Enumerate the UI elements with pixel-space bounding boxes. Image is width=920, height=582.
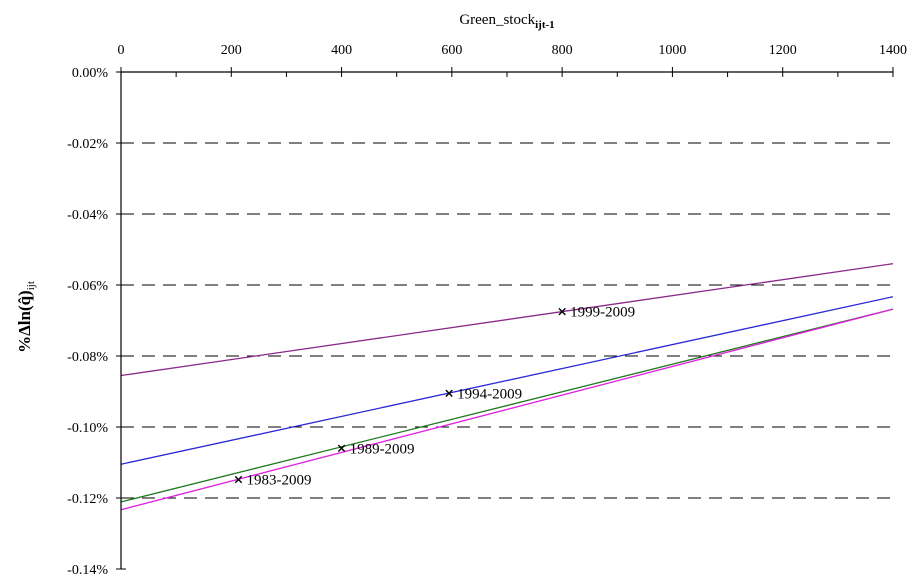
axes: 0 200 400 600 800 1000 1200 1400 0.00% -0.02% -0.0…: [67, 43, 907, 578]
x-tick-label: 400: [331, 43, 352, 58]
series-marker: [558, 307, 566, 316]
series-label: 1999-2009: [570, 305, 635, 321]
series-line: [120, 263, 894, 377]
y-tick-label: -0.08%: [67, 350, 108, 365]
y-tick-label: -0.10%: [67, 421, 108, 436]
x-tick-label: 1200: [769, 43, 797, 58]
y-tick-label: 0.00%: [72, 66, 109, 81]
series-label: 1989-2009: [350, 441, 415, 457]
series-label: 1983-2009: [246, 473, 311, 489]
gridlines: [121, 142, 893, 499]
series-marker: [337, 444, 346, 452]
series-lines: [120, 263, 894, 511]
series-line: [120, 308, 894, 511]
x-axis-title: Green_stockijt-1: [459, 12, 554, 31]
y-tick-label: -0.14%: [67, 563, 108, 578]
series-label: 1994-2009: [457, 386, 522, 402]
y-tick-label: -0.12%: [67, 492, 108, 507]
series-marker: [445, 389, 453, 397]
y-tick-label: -0.02%: [67, 137, 108, 152]
series-line: [120, 308, 894, 503]
x-tick-label: 1400: [879, 43, 907, 58]
series-marker: [234, 475, 243, 484]
y-tick-label: -0.06%: [67, 279, 108, 294]
x-tick-label: 200: [221, 43, 242, 58]
y-tick-label: -0.04%: [67, 208, 108, 223]
series-markers: 1999-2009 1994-2009 1989-2009 1983-2009: [234, 305, 635, 489]
y-axis-title: %Δln(q̂)ijt: [15, 281, 37, 353]
x-tick-label: 600: [441, 43, 462, 58]
x-tick-label: 800: [552, 43, 573, 58]
x-tick-label: 1000: [658, 43, 686, 58]
x-tick-label: 0: [118, 43, 125, 58]
series-line: [120, 296, 894, 465]
